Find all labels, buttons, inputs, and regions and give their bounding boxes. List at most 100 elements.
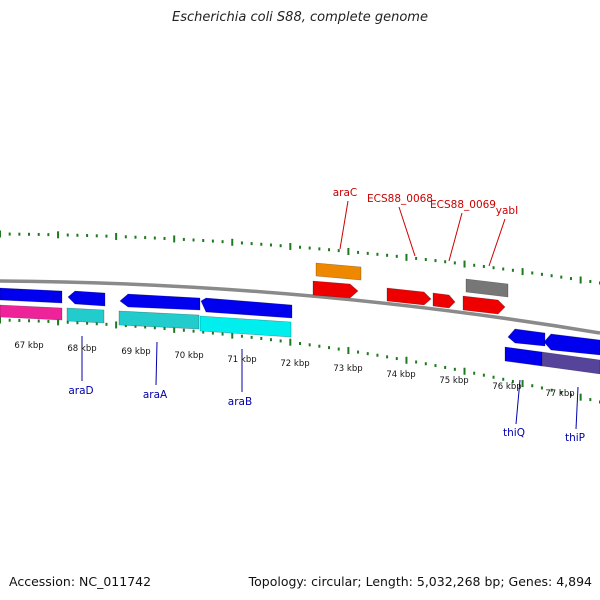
bottom-row-minor-tick	[376, 353, 379, 357]
top-row-major-tick	[57, 231, 60, 239]
top-row-minor-tick	[337, 249, 340, 253]
feature-arac-orange	[315, 262, 362, 281]
feature-thip-slate	[541, 351, 600, 375]
bottom-row-minor-tick	[424, 362, 427, 366]
tick-row-top	[0, 230, 600, 285]
gene-ecs88-0068-leader-line	[398, 206, 416, 257]
top-row-major-tick	[231, 238, 234, 246]
gene-features	[0, 262, 600, 375]
bottom-row-minor-tick	[328, 346, 331, 350]
top-row-minor-tick	[328, 248, 331, 252]
feature-thip-blue	[543, 333, 600, 356]
top-row-minor-tick	[192, 238, 195, 242]
bottom-row-minor-tick	[308, 343, 311, 347]
top-row-minor-tick	[18, 232, 21, 236]
bottom-row-minor-tick	[299, 342, 301, 345]
bottom-row-major-tick	[0, 316, 1, 324]
top-row-minor-tick	[144, 236, 147, 240]
feature-ecs88-0069-red	[432, 292, 456, 309]
top-row-minor-tick	[134, 235, 137, 239]
top-row-major-tick	[173, 235, 176, 243]
feature-arab-cyan	[199, 315, 292, 338]
kbp-label: 71 kbp	[227, 355, 256, 365]
top-row-minor-tick	[589, 279, 592, 283]
feature-arab-blue	[200, 297, 293, 319]
bottom-row-minor-tick	[395, 357, 398, 361]
top-row-minor-tick	[153, 236, 156, 240]
top-row-minor-tick	[28, 232, 31, 236]
kbp-label: 72 kbp	[280, 359, 309, 369]
genome-backbone	[0, 279, 600, 335]
bottom-row-minor-tick	[337, 347, 340, 351]
top-row-minor-tick	[211, 239, 214, 243]
kbp-label: 69 kbp	[121, 347, 150, 357]
top-row-minor-tick	[279, 244, 282, 248]
top-row-minor-tick	[482, 264, 485, 268]
feature-yabi-gray	[465, 278, 509, 298]
top-row-minor-tick	[299, 245, 301, 249]
bottom-row-minor-tick	[318, 344, 321, 348]
bottom-row-minor-tick	[105, 322, 108, 326]
bottom-row-minor-tick	[269, 338, 272, 342]
bottom-row-major-tick	[231, 331, 234, 339]
gene-yabi-leader-line	[488, 218, 506, 267]
top-row-minor-tick	[37, 232, 40, 236]
bottom-row-minor-tick	[260, 337, 263, 341]
top-row-major-tick	[463, 260, 466, 268]
bottom-row-minor-tick	[453, 367, 456, 371]
bottom-row-minor-tick	[386, 355, 389, 359]
bottom-row-minor-tick	[250, 335, 253, 339]
top-row-minor-tick	[569, 277, 572, 281]
kbp-label: 73 kbp	[333, 364, 362, 374]
bottom-row-minor-tick	[502, 377, 505, 381]
bottom-row-major-tick	[115, 321, 118, 329]
bottom-row-minor-tick	[211, 331, 214, 335]
top-row-minor-tick	[163, 236, 166, 240]
feature-araa-cyan	[118, 310, 200, 330]
gene-araa-label: araA	[143, 389, 168, 401]
feature-ecs88-0068-red	[386, 287, 432, 306]
kbp-label: 67 kbp	[14, 341, 43, 351]
bottom-row-minor-tick	[28, 319, 31, 323]
top-row-minor-tick	[66, 233, 69, 237]
top-row-minor-tick	[550, 274, 553, 278]
top-row-minor-tick	[76, 233, 79, 237]
top-row-minor-tick	[502, 267, 505, 271]
accession-text: Accession: NC_011742	[9, 574, 152, 589]
bottom-row-minor-tick	[192, 329, 195, 333]
feature-araa-blue	[119, 293, 201, 311]
top-row-minor-tick	[8, 232, 11, 236]
bottom-row-minor-tick	[511, 379, 514, 383]
top-row-major-tick	[347, 247, 350, 255]
map-title: Escherichia coli S88, complete genome	[172, 10, 428, 25]
bottom-row-minor-tick	[357, 350, 360, 354]
top-row-minor-tick	[386, 253, 389, 257]
gene-yabi-label: yabI	[496, 205, 518, 217]
gene-arab-label: araB	[228, 396, 252, 408]
bottom-row-major-tick	[347, 347, 350, 355]
kbp-label: 68 kbp	[67, 344, 96, 354]
bottom-row-minor-tick	[47, 319, 50, 323]
feature-yabi-red	[462, 295, 506, 315]
bottom-row-minor-tick	[134, 324, 137, 328]
bottom-row-minor-tick	[444, 365, 447, 369]
bottom-row-minor-tick	[182, 328, 185, 332]
top-row-minor-tick	[415, 256, 418, 260]
gene-thip-leader-line	[575, 386, 579, 430]
bottom-row-major-tick	[173, 325, 176, 333]
feature-thiq-blue	[507, 328, 546, 347]
top-row-minor-tick	[376, 252, 379, 256]
bottom-row-major-tick	[463, 367, 466, 375]
bottom-row-minor-tick	[415, 360, 418, 364]
top-row-major-tick	[289, 242, 292, 250]
feature-left-pink	[0, 304, 63, 321]
top-row-minor-tick	[240, 241, 243, 245]
kbp-label: 77 kbp	[545, 389, 574, 399]
gene-ecs88-0069-label: ECS88_0069	[430, 199, 496, 211]
bottom-row-minor-tick	[550, 388, 553, 392]
bottom-row-minor-tick	[86, 321, 89, 325]
bottom-row-minor-tick	[163, 327, 166, 331]
top-row-minor-tick	[395, 254, 398, 258]
top-row-major-tick	[0, 230, 1, 238]
